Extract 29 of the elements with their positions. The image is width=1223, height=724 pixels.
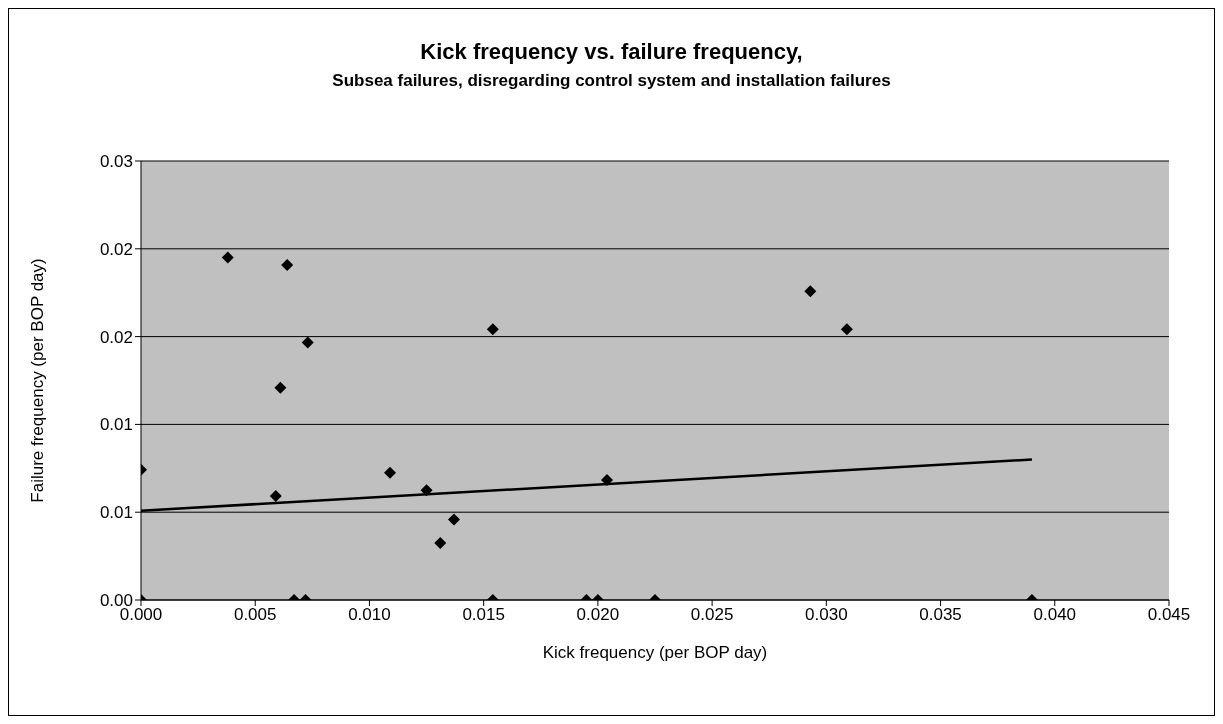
point: [281, 258, 294, 271]
point: [274, 381, 287, 394]
point: [269, 490, 282, 503]
point: [384, 466, 396, 479]
point: [221, 251, 234, 264]
y-tick-label: 0.02: [99, 239, 133, 259]
x-tick-label: 0.025: [690, 605, 734, 625]
y-tick-label: 0.02: [99, 327, 133, 347]
x-tick-label: 0.035: [919, 605, 962, 625]
y-tick-label: 0.03: [99, 152, 133, 172]
y-tick-label: 0.01: [99, 415, 133, 435]
point: [804, 285, 817, 298]
x-tick-label: 0.015: [462, 605, 505, 625]
x-tick-label: 0.020: [576, 605, 620, 625]
point: [840, 323, 853, 336]
x-axis-title: Kick frequency (per BOP day): [542, 643, 768, 662]
x-tick-label: 0.005: [233, 605, 277, 625]
x-tick-label: 0.045: [1147, 605, 1191, 625]
point: [301, 336, 314, 349]
point: [486, 323, 499, 336]
x-tick-label: 0.040: [1033, 605, 1077, 625]
y-axis-title: Failure frequency (per BOP day): [28, 258, 48, 503]
chart-title: Kick frequency vs. failure frequency,: [419, 39, 804, 65]
x-tick-label: 0.010: [348, 605, 391, 625]
point: [447, 513, 460, 526]
y-tick-label: 0.01: [99, 503, 133, 523]
chart-subtitle: Subsea failures, disregarding control system and installation failures: [331, 71, 892, 91]
point: [434, 536, 447, 549]
x-tick-label: 0.030: [805, 605, 848, 625]
